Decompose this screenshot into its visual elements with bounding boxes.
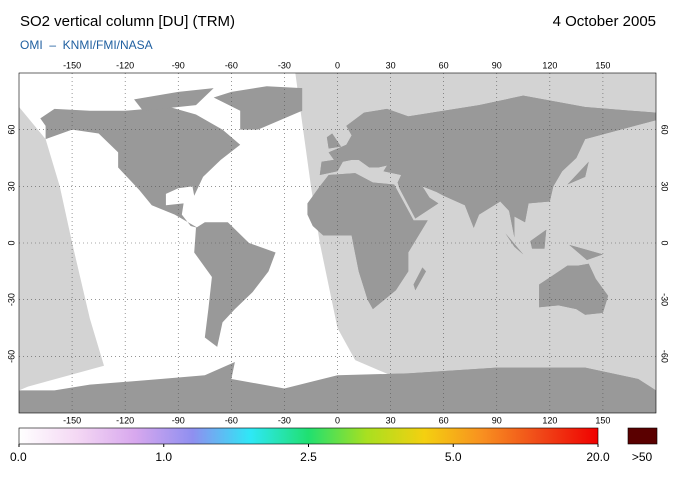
- lon-label-top: -150: [63, 60, 81, 70]
- lon-label-top: 60: [439, 60, 449, 70]
- colorbar: [18, 427, 599, 445]
- lon-label-top: -90: [172, 60, 185, 70]
- lon-label-bottom: 150: [595, 415, 610, 425]
- lon-label-top: -120: [116, 60, 134, 70]
- colorbar-overflow: [627, 427, 658, 445]
- lon-label-top: 150: [595, 60, 610, 70]
- lon-label-top: -60: [225, 60, 238, 70]
- lon-label-top: 90: [492, 60, 502, 70]
- colorbar-label: 5.0: [445, 450, 462, 464]
- colorbar-overflow-label: >50: [632, 450, 653, 464]
- graticule: [19, 73, 656, 413]
- lat-label-left: 30: [6, 181, 16, 191]
- lon-label-bottom: 120: [542, 415, 557, 425]
- map: [19, 73, 656, 413]
- lon-label-bottom: 90: [492, 415, 502, 425]
- lon-label-bottom: -150: [63, 415, 81, 425]
- lat-label-right: 60: [660, 125, 670, 135]
- lat-label-left: -60: [6, 350, 16, 363]
- colorbar-label: 1.0: [155, 450, 172, 464]
- landmass: [19, 73, 656, 413]
- lon-label-bottom: -90: [172, 415, 185, 425]
- colorbar-label: 0.0: [10, 450, 27, 464]
- lon-label-bottom: -30: [278, 415, 291, 425]
- lon-label-bottom: 60: [439, 415, 449, 425]
- lon-label-top: 30: [386, 60, 396, 70]
- lon-label-top: 120: [542, 60, 557, 70]
- credit: OMI – KNMI/FMI/NASA: [20, 38, 153, 52]
- title: SO2 vertical column [DU] (TRM): [20, 13, 235, 30]
- lat-label-left: -30: [6, 293, 16, 306]
- lat-label-right: -30: [660, 293, 670, 306]
- lon-label-bottom: -60: [225, 415, 238, 425]
- lat-label-right: 0: [660, 240, 670, 245]
- lon-label-bottom: 0: [335, 415, 340, 425]
- lat-label-right: -60: [660, 350, 670, 363]
- lon-label-bottom: 30: [386, 415, 396, 425]
- lat-label-left: 60: [6, 125, 16, 135]
- lon-label-top: 0: [335, 60, 340, 70]
- colorbar-label: 20.0: [586, 450, 610, 464]
- lat-label-right: 30: [660, 181, 670, 191]
- lat-label-left: 0: [6, 240, 16, 245]
- lon-label-bottom: -120: [116, 415, 134, 425]
- date: 4 October 2005: [553, 13, 656, 30]
- lon-label-top: -30: [278, 60, 291, 70]
- map-frame: [18, 72, 657, 414]
- colorbar-label: 2.5: [300, 450, 317, 464]
